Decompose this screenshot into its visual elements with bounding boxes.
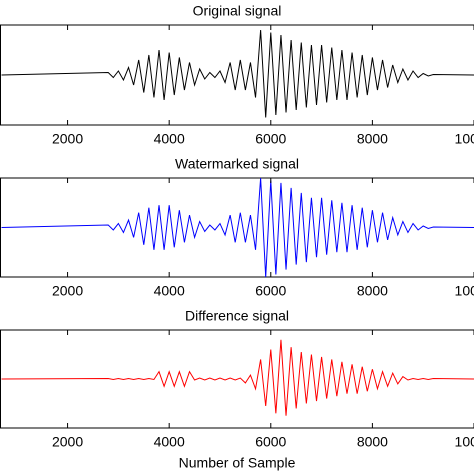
x-tick-label: 6000: [255, 434, 286, 450]
x-tick-label: 6000: [255, 283, 286, 299]
x-tick-label: 4000: [154, 283, 185, 299]
x-tick-label: 2000: [52, 434, 83, 450]
chart-title: Difference signal: [185, 308, 289, 324]
x-tick-label: 2000: [52, 283, 83, 299]
x-tick-label: 8000: [357, 131, 388, 147]
plot-area: [0, 24, 474, 126]
x-tick-label: 8000: [357, 283, 388, 299]
x-axis-label: Number of Sample: [179, 455, 296, 471]
signal-line: [1, 339, 474, 416]
x-tick-label: 4000: [154, 131, 185, 147]
chart-title: Original signal: [193, 3, 282, 19]
x-tick-label: 8000: [357, 434, 388, 450]
x-tick-label: 10000: [455, 434, 474, 450]
x-tick-label: 10000: [455, 283, 474, 299]
signal-line: [1, 29, 474, 118]
chart-title: Watermarked signal: [175, 156, 299, 172]
x-tick-label: 6000: [255, 131, 286, 147]
x-tick-label: 10000: [455, 131, 474, 147]
plot-area: [0, 177, 474, 278]
x-tick-label: 4000: [154, 434, 185, 450]
x-tick-label: 2000: [52, 131, 83, 147]
